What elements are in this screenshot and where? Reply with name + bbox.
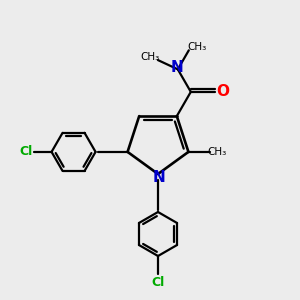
Text: CH₃: CH₃ (208, 147, 227, 157)
Text: CH₃: CH₃ (140, 52, 160, 62)
Text: N: N (153, 169, 165, 184)
Text: O: O (216, 84, 229, 99)
Text: CH₃: CH₃ (187, 42, 206, 52)
Text: Cl: Cl (152, 275, 165, 289)
Text: Cl: Cl (19, 146, 32, 158)
Text: N: N (170, 60, 183, 75)
